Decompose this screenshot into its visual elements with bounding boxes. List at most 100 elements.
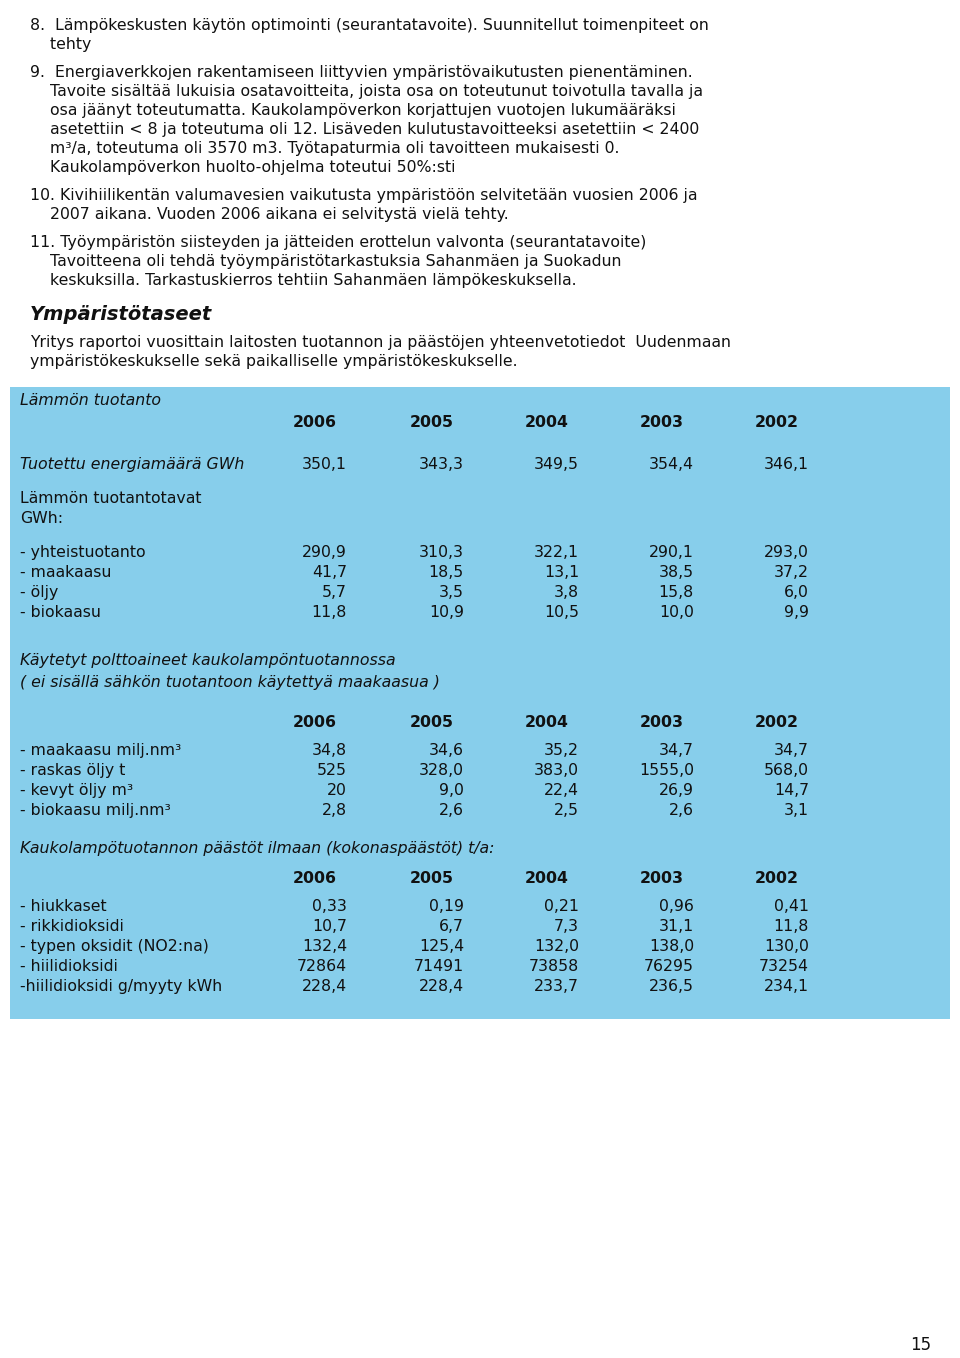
- Text: 18,5: 18,5: [429, 565, 464, 580]
- Text: Lämmön tuotanto: Lämmön tuotanto: [20, 392, 161, 407]
- Text: 3,5: 3,5: [439, 585, 464, 600]
- Text: 2004: 2004: [525, 716, 569, 731]
- Text: 26,9: 26,9: [659, 784, 694, 799]
- Text: 15,8: 15,8: [659, 585, 694, 600]
- Text: 130,0: 130,0: [764, 938, 809, 955]
- Text: 10. Kivihiilikentän valumavesien vaikutusta ympäristöön selvitetään vuosien 2006: 10. Kivihiilikentän valumavesien vaikutu…: [30, 187, 698, 202]
- Text: - biokaasu milj.nm³: - biokaasu milj.nm³: [20, 803, 171, 818]
- Text: 290,9: 290,9: [302, 545, 347, 559]
- Text: 9.  Energiaverkkojen rakentamiseen liittyvien ympäristövaikutusten pienentäminen: 9. Energiaverkkojen rakentamiseen liitty…: [30, 65, 693, 80]
- Text: Käytetyt polttoaineet kaukolampöntuotannossa: Käytetyt polttoaineet kaukolampöntuotann…: [20, 653, 396, 668]
- Text: 228,4: 228,4: [301, 979, 347, 994]
- Text: 290,1: 290,1: [649, 545, 694, 559]
- Text: 2,6: 2,6: [669, 803, 694, 818]
- Text: 132,4: 132,4: [301, 938, 347, 955]
- Text: 310,3: 310,3: [419, 545, 464, 559]
- Text: 2007 aikana. Vuoden 2006 aikana ei selvitystä vielä tehty.: 2007 aikana. Vuoden 2006 aikana ei selvi…: [30, 206, 509, 221]
- Text: 38,5: 38,5: [659, 565, 694, 580]
- Text: 34,7: 34,7: [774, 743, 809, 758]
- Text: 2002: 2002: [755, 716, 799, 731]
- Text: 132,0: 132,0: [534, 938, 579, 955]
- Text: 11,8: 11,8: [312, 606, 347, 621]
- Text: 2,6: 2,6: [439, 803, 464, 818]
- Text: 6,0: 6,0: [784, 585, 809, 600]
- Text: Kaukolampötuotannon päästöt ilmaan (kokonaspäästöt) t/a:: Kaukolampötuotannon päästöt ilmaan (koko…: [20, 841, 494, 856]
- Text: 383,0: 383,0: [534, 763, 579, 778]
- Text: 13,1: 13,1: [543, 565, 579, 580]
- Text: keskuksilla. Tarkastuskierros tehtiin Sahanmäen lämpökeskuksella.: keskuksilla. Tarkastuskierros tehtiin Sa…: [30, 273, 577, 288]
- Text: 236,5: 236,5: [649, 979, 694, 994]
- Text: 2006: 2006: [293, 416, 337, 430]
- Text: 2003: 2003: [640, 870, 684, 885]
- Text: Tuotettu energiamäärä GWh: Tuotettu energiamäärä GWh: [20, 458, 245, 473]
- Text: 71491: 71491: [414, 959, 464, 974]
- Text: Ympäristötaseet: Ympäristötaseet: [30, 306, 212, 325]
- Text: 234,1: 234,1: [764, 979, 809, 994]
- Text: 2006: 2006: [293, 716, 337, 731]
- Text: -hiilidioksidi g/myyty kWh: -hiilidioksidi g/myyty kWh: [20, 979, 223, 994]
- Text: 322,1: 322,1: [534, 545, 579, 559]
- Text: 2006: 2006: [293, 870, 337, 885]
- Text: 0,21: 0,21: [544, 899, 579, 914]
- Text: asetettiin < 8 ja toteutuma oli 12. Lisäveden kulutustavoitteeksi asetettiin < 2: asetettiin < 8 ja toteutuma oli 12. Lisä…: [30, 122, 699, 137]
- Text: 1555,0: 1555,0: [639, 763, 694, 778]
- Text: 8.  Lämpökeskusten käytön optimointi (seurantatavoite). Suunnitellut toimenpitee: 8. Lämpökeskusten käytön optimointi (seu…: [30, 18, 708, 33]
- Text: Tavoitteena oli tehdä työympäristötarkastuksia Sahanmäen ja Suokadun: Tavoitteena oli tehdä työympäristötarkas…: [30, 254, 621, 269]
- Text: 2003: 2003: [640, 716, 684, 731]
- Text: 2005: 2005: [410, 716, 454, 731]
- Text: 22,4: 22,4: [544, 784, 579, 799]
- Text: 2005: 2005: [410, 416, 454, 430]
- Text: 2005: 2005: [410, 870, 454, 885]
- Text: 41,7: 41,7: [312, 565, 347, 580]
- Text: 3,1: 3,1: [784, 803, 809, 818]
- Text: 10,0: 10,0: [660, 606, 694, 621]
- Text: 9,9: 9,9: [784, 606, 809, 621]
- Text: tehty: tehty: [30, 37, 91, 52]
- Text: 6,7: 6,7: [439, 919, 464, 934]
- Text: 11,8: 11,8: [774, 919, 809, 934]
- Text: 2004: 2004: [525, 416, 569, 430]
- Text: 10,7: 10,7: [312, 919, 347, 934]
- Text: - raskas öljy t: - raskas öljy t: [20, 763, 126, 778]
- Text: 72864: 72864: [297, 959, 347, 974]
- Text: Tavoite sisältää lukuisia osatavoitteita, joista osa on toteutunut toivotulla ta: Tavoite sisältää lukuisia osatavoitteita…: [30, 84, 703, 99]
- Text: 0,33: 0,33: [312, 899, 347, 914]
- Text: 3,8: 3,8: [554, 585, 579, 600]
- Bar: [10, 387, 950, 1018]
- Text: Yritys raportoi vuosittain laitosten tuotannon ja päästöjen yhteenvetotiedot  Uu: Yritys raportoi vuosittain laitosten tuo…: [30, 335, 731, 350]
- Text: 293,0: 293,0: [764, 545, 809, 559]
- Text: 350,1: 350,1: [302, 458, 347, 473]
- Text: 0,19: 0,19: [429, 899, 464, 914]
- Text: 34,7: 34,7: [659, 743, 694, 758]
- Text: 20: 20: [327, 784, 347, 799]
- Text: - öljy: - öljy: [20, 585, 59, 600]
- Text: - kevyt öljy m³: - kevyt öljy m³: [20, 784, 133, 799]
- Text: 73858: 73858: [529, 959, 579, 974]
- Text: 14,7: 14,7: [774, 784, 809, 799]
- Text: 343,3: 343,3: [419, 458, 464, 473]
- Text: 7,3: 7,3: [554, 919, 579, 934]
- Text: - maakaasu milj.nm³: - maakaasu milj.nm³: [20, 743, 181, 758]
- Text: 11. Työympäristön siisteyden ja jätteiden erottelun valvonta (seurantatavoite): 11. Työympäristön siisteyden ja jätteide…: [30, 235, 646, 250]
- Text: 2004: 2004: [525, 870, 569, 885]
- Text: 35,2: 35,2: [544, 743, 579, 758]
- Text: - maakaasu: - maakaasu: [20, 565, 111, 580]
- Text: ( ei sisällä sähkön tuotantoon käytettyä maakaasua ): ( ei sisällä sähkön tuotantoon käytettyä…: [20, 675, 440, 690]
- Text: 525: 525: [317, 763, 347, 778]
- Text: 328,0: 328,0: [419, 763, 464, 778]
- Text: - yhteistuotanto: - yhteistuotanto: [20, 545, 146, 559]
- Text: - rikkidioksidi: - rikkidioksidi: [20, 919, 124, 934]
- Text: 2003: 2003: [640, 416, 684, 430]
- Text: 5,7: 5,7: [322, 585, 347, 600]
- Text: 2,5: 2,5: [554, 803, 579, 818]
- Text: 0,41: 0,41: [774, 899, 809, 914]
- Text: ympäristökeskukselle sekä paikalliselle ympäristökeskukselle.: ympäristökeskukselle sekä paikalliselle …: [30, 354, 517, 369]
- Text: 76295: 76295: [644, 959, 694, 974]
- Text: 34,6: 34,6: [429, 743, 464, 758]
- Text: 2002: 2002: [755, 870, 799, 885]
- Text: 34,8: 34,8: [312, 743, 347, 758]
- Text: 354,4: 354,4: [649, 458, 694, 473]
- Text: 15: 15: [910, 1336, 931, 1354]
- Text: 0,96: 0,96: [660, 899, 694, 914]
- Text: 10,5: 10,5: [544, 606, 579, 621]
